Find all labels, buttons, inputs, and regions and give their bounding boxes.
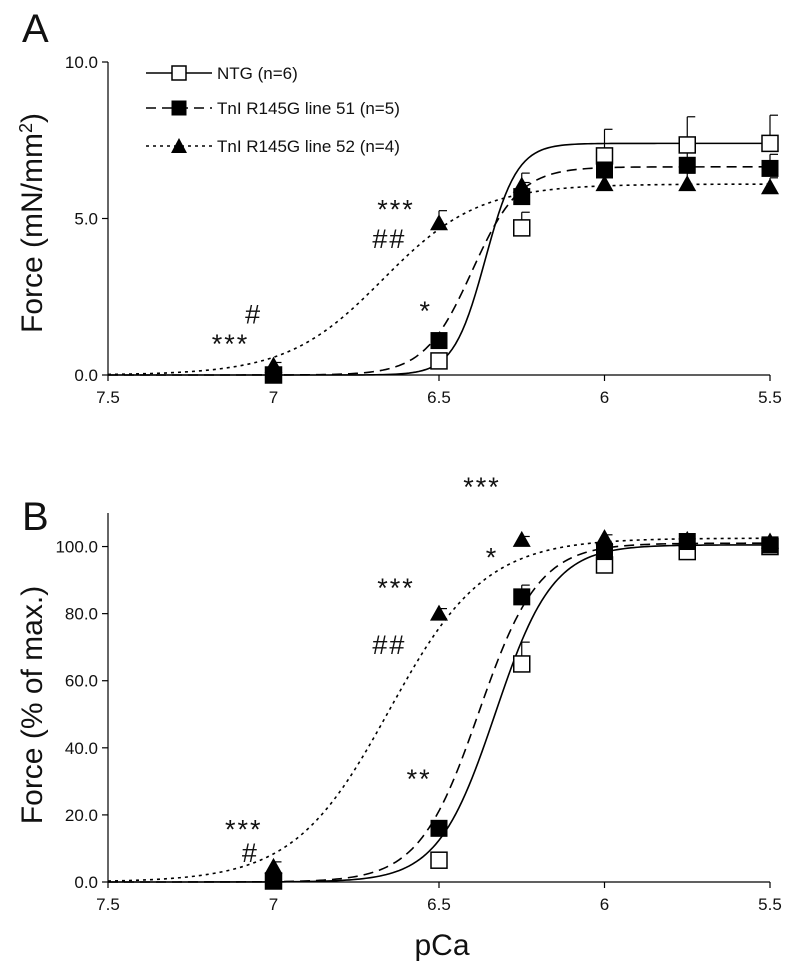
panel-b-point-tni-r145g-line-52-n-4: [595, 529, 614, 546]
panel-a-y-tick-label: 10.0: [65, 53, 98, 72]
panel-a-annotation: ***: [377, 195, 415, 225]
panel-a-point-ntg-n-6: [761, 134, 779, 153]
panel-b-point-tni-r145g-line-52-n-4: [264, 857, 283, 874]
panel-a-point-tni-r145g-line-52-n-4: [678, 175, 697, 192]
panel-b-xlabel: pCa: [414, 929, 469, 962]
panel-b-point-ntg-n-6: [513, 655, 531, 673]
panel-a-point-tni-r145g-line-51-n-5: [430, 332, 448, 350]
panel-b-fit-tni-r145g-line-51-n-5: [108, 542, 770, 883]
panel-b-annotation: **: [407, 764, 432, 794]
panel-b-point-tni-r145g-line-52-n-4: [430, 604, 448, 621]
panel-b-y-tick-label: 100.0: [55, 538, 98, 557]
panel-b-x-tick-label: 6.5: [427, 895, 451, 914]
legend-marker-ntg: [171, 65, 187, 81]
panel-a-ylabel: Force (mN/mm2): [16, 113, 49, 333]
panel-a-x-tick-label: 7: [269, 388, 278, 407]
panel-b-point-tni-r145g-line-51-n-5: [596, 543, 613, 561]
panel-b-y-tick-label: 60.0: [65, 672, 98, 691]
panel-b-y-tick-label: 20.0: [65, 806, 98, 825]
legend: NTG (n=6) TnI R145G line 51 (n=5) TnI R1…: [146, 64, 400, 156]
panel-a-annotation: *: [420, 296, 433, 326]
panel-b-annotation: #: [242, 838, 259, 868]
panel-a-point-ntg-n-6: [513, 219, 531, 237]
panel-a-x-tick-label: 6.5: [427, 388, 451, 407]
panel-a-point-ntg-n-6: [430, 352, 448, 370]
panel-b-x-tick-label: 6: [600, 895, 609, 914]
panel-b-x-tick-label: 5.5: [758, 895, 782, 914]
panel-b-point-tni-r145g-line-52-n-4: [761, 532, 779, 549]
panel-b-fit-ntg-n-6: [108, 544, 770, 883]
legend-label-line52: TnI R145G line 52 (n=4): [217, 137, 400, 156]
panel-b-point-tni-r145g-line-51-n-5: [513, 588, 531, 606]
panel-a-point-ntg-n-6: [678, 136, 696, 154]
legend-label-line51: TnI R145G line 51 (n=5): [217, 99, 400, 118]
panel-a-x-tick-label: 7.5: [96, 388, 120, 407]
panel-a-y-tick-label: 0.0: [74, 366, 98, 385]
panel-b-x-tick-label: 7: [269, 895, 278, 914]
panel-b-y-tick-label: 40.0: [65, 739, 98, 758]
panel-a-annotation: ***: [212, 329, 250, 359]
legend-marker-line51: [171, 100, 187, 116]
panel-b-y-tick-label: 0.0: [74, 873, 98, 892]
panel-b-x-tick-label: 7.5: [96, 895, 120, 914]
panel-a-annotation: ##: [372, 224, 406, 254]
panel-b-fit-tni-r145g-line-52-n-4: [107, 537, 771, 882]
panel-a-x-tick-label: 6: [600, 388, 609, 407]
panel-a-point-tni-r145g-line-52-n-4: [264, 356, 283, 373]
panel-b-annotation: ***: [377, 573, 415, 603]
panel-b-point-tni-r145g-line-51-n-5: [265, 872, 282, 890]
panel-b-point-ntg-n-6: [430, 851, 448, 869]
panel-b-letter: B: [22, 495, 49, 539]
legend-label-ntg: NTG (n=6): [217, 64, 298, 83]
panel-b-point-tni-r145g-line-52-n-4: [678, 530, 697, 547]
legend-marker-line52: [171, 138, 187, 153]
panel-a-point-tni-r145g-line-52-n-4: [512, 176, 531, 193]
panel-b-annotation: ##: [372, 630, 406, 660]
panel-a-annotation: #: [245, 299, 262, 329]
panel-b-annotation: *: [486, 543, 499, 573]
panel-a-point-tni-r145g-line-52-n-4: [761, 178, 779, 195]
panel-a-point-tni-r145g-line-52-n-4: [595, 175, 614, 192]
panel-b-ylabel: Force (% of max.): [16, 586, 49, 824]
panel-a-point-tni-r145g-line-51-n-5: [678, 156, 696, 174]
panel-b-annotation: ***: [463, 472, 501, 502]
panel-a-x-tick-label: 5.5: [758, 388, 782, 407]
panel-b-y-tick-label: 80.0: [65, 605, 98, 624]
panel-a-point-tni-r145g-line-52-n-4: [430, 214, 448, 231]
panel-b-annotation: ***: [225, 814, 263, 844]
panel-a-letter: A: [22, 7, 49, 51]
panel-a-y-tick-label: 5.0: [74, 210, 98, 229]
panel-a-point-tni-r145g-line-51-n-5: [761, 159, 779, 177]
panel-b-point-tni-r145g-line-52-n-4: [512, 530, 531, 547]
panel-b-point-tni-r145g-line-51-n-5: [430, 819, 448, 837]
